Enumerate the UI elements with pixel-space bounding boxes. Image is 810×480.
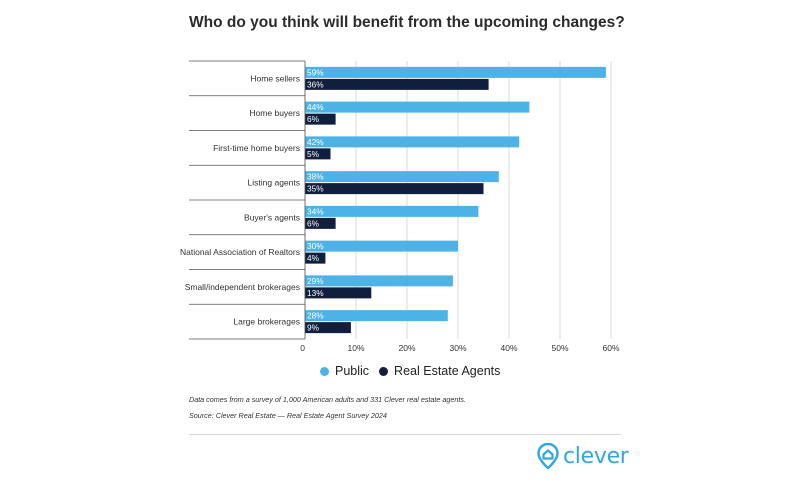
bar-public [305, 310, 448, 322]
bar-agents [305, 78, 489, 90]
x-tick-label: 50% [551, 343, 568, 353]
legend-item-agents: Real Estate Agents [379, 364, 500, 378]
x-tick-label: 40% [500, 343, 517, 353]
data-label-public: 34% [307, 206, 324, 216]
source-note: Source: Clever Real Estate — Real Estate… [189, 411, 387, 420]
bar-agents [305, 148, 331, 160]
data-label-public: 59% [307, 67, 324, 77]
data-label-agents: 13% [307, 288, 324, 298]
data-label-agents: 36% [307, 79, 324, 89]
x-tick-label: 20% [398, 343, 415, 353]
chart-legend: Public Real Estate Agents [320, 364, 500, 378]
clever-logo[interactable]: clever [537, 443, 629, 469]
category-label: Small/independent brokerages [185, 282, 300, 292]
bar-agents [305, 252, 326, 264]
legend-public-swatch [320, 366, 329, 376]
x-tick-label: 30% [449, 343, 466, 353]
bar-public [305, 66, 606, 78]
brand-name: clever [563, 443, 629, 469]
legend-agents-swatch [379, 366, 389, 376]
survey-note: Data comes from a survey of 1,000 Americ… [189, 395, 466, 404]
category-label: National Association of Realtors [180, 247, 300, 257]
data-label-agents: 6% [307, 218, 320, 228]
category-label: Large brokerages [233, 317, 300, 327]
bar-public [305, 136, 520, 148]
bar-agents [305, 217, 336, 229]
data-label-public: 29% [307, 276, 324, 286]
legend-item-public: Public [320, 364, 369, 378]
data-label-public: 28% [307, 311, 324, 321]
chart-title: Who do you think will benefit from the u… [189, 14, 625, 31]
data-label-agents: 6% [307, 114, 320, 124]
data-label-public: 30% [307, 241, 324, 251]
clever-house-pin-icon [537, 443, 559, 469]
bar-chart: 0 10% 20% 30% 40% 50% 60% Home sellers 59% 36% Hom… [180, 60, 620, 353]
bar-agents [305, 287, 372, 299]
category-label: Home sellers [250, 73, 300, 83]
category-label: Listing agents [248, 178, 300, 188]
category-label: Home buyers [249, 108, 300, 118]
data-label-public: 42% [307, 137, 324, 147]
bar-agents [305, 183, 484, 195]
data-label-public: 38% [307, 172, 324, 182]
x-tick-label: 60% [602, 343, 619, 353]
bar-agents [305, 322, 351, 334]
data-label-public: 44% [307, 102, 324, 112]
category-label: Buyer's agents [244, 212, 300, 222]
x-tick-label: 0 [300, 343, 305, 353]
category-label: First-time home buyers [213, 143, 300, 153]
footer-divider [189, 434, 621, 435]
data-label-agents: 35% [307, 184, 324, 194]
data-label-agents: 4% [307, 253, 320, 263]
bar-public [305, 240, 458, 252]
legend-public-label: Public [335, 364, 370, 378]
bar-public [305, 171, 499, 183]
x-tick-label: 10% [347, 343, 364, 353]
data-label-agents: 9% [307, 323, 320, 333]
legend-agents-label: Real Estate Agents [394, 364, 501, 378]
data-label-agents: 5% [307, 149, 320, 159]
bar-public [305, 275, 453, 287]
bar-public [305, 205, 479, 217]
bar-public [305, 101, 530, 113]
bar-agents [305, 113, 336, 125]
